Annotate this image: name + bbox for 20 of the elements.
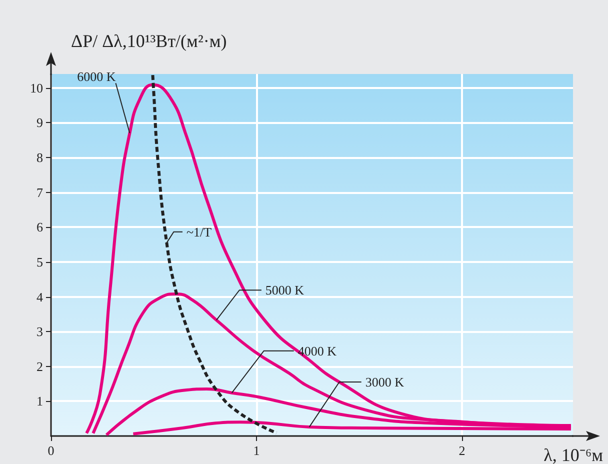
legend-label: ~1/T <box>186 224 212 240</box>
x-axis-title: λ, 10⁻⁶м <box>544 445 603 464</box>
y-tick-label: 1 <box>36 394 43 409</box>
y-tick-label: 3 <box>36 324 43 340</box>
x-tick-label: 1 <box>253 443 260 458</box>
text: 5000 K <box>265 282 305 298</box>
y-tick-label: 6 <box>36 220 44 235</box>
y-axis-title: ΔP/ Δλ,10¹³Вт/(м²·м) <box>71 31 227 51</box>
text: 4000 K <box>298 343 338 358</box>
y-tick-label: 2 <box>36 358 43 374</box>
text: 6000 K <box>77 69 116 84</box>
y-tick-label: 5 <box>36 254 43 270</box>
y-tick-label: 9 <box>36 115 43 130</box>
text: 3000 K <box>365 374 405 390</box>
y-tick-label: 8 <box>36 150 43 166</box>
y-tick-label: 7 <box>36 184 44 200</box>
x-tick-label: 2 <box>458 443 466 458</box>
y-tick-label: 4 <box>36 289 44 304</box>
x-tick-label: 0 <box>48 443 54 458</box>
y-tick-label: 10 <box>30 80 43 96</box>
